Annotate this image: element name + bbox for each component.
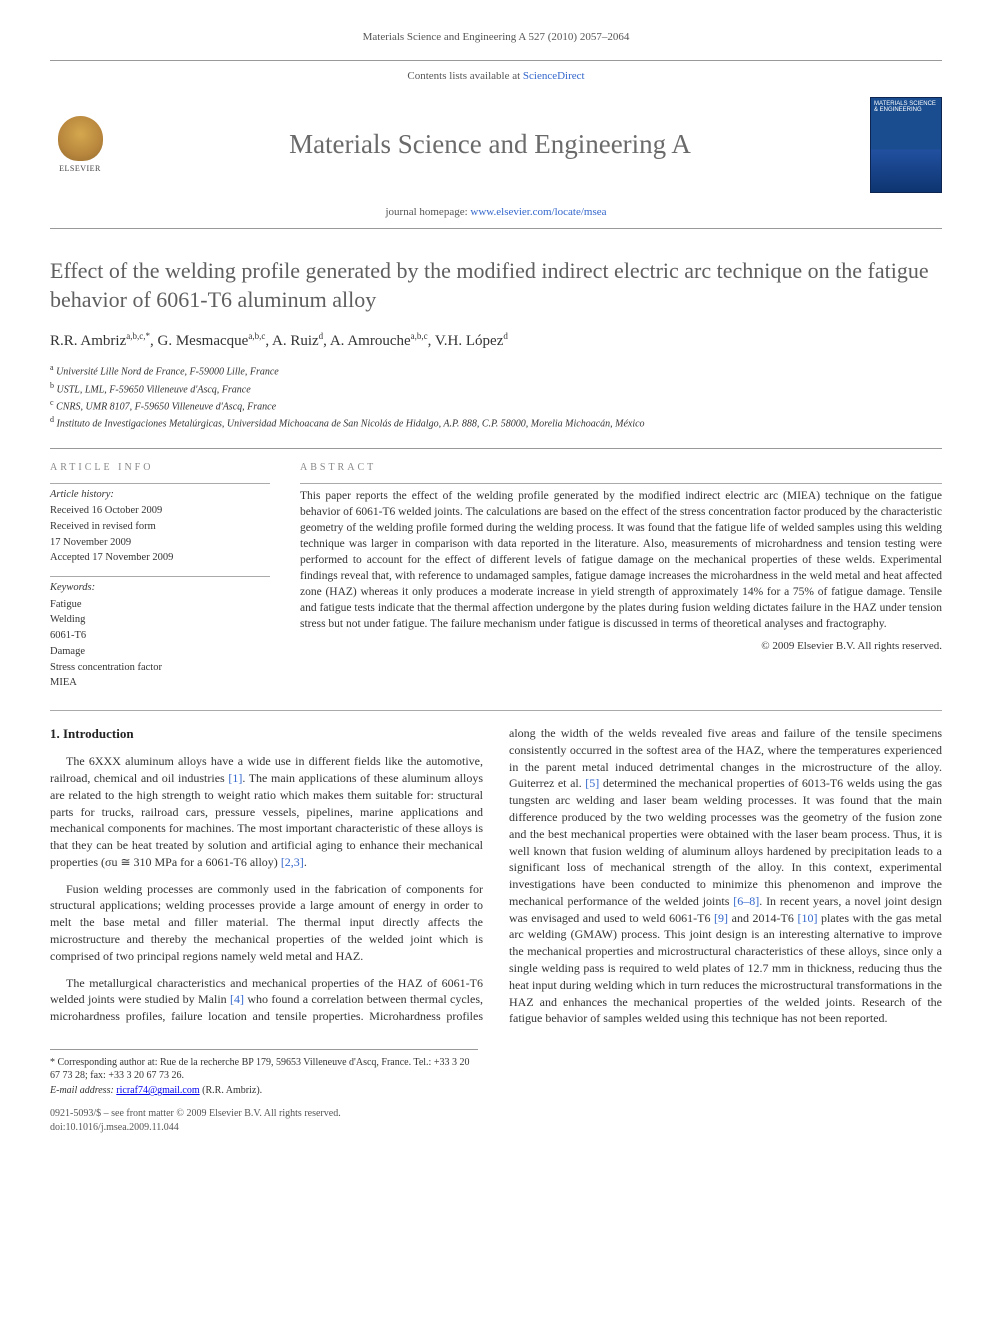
homepage-link[interactable]: www.elsevier.com/locate/msea bbox=[470, 206, 606, 218]
keyword-item: Fatigue bbox=[50, 598, 270, 613]
paragraph-1: The 6XXX aluminum alloys have a wide use… bbox=[50, 753, 483, 871]
contents-bar: Contents lists available at ScienceDirec… bbox=[50, 69, 942, 84]
corresponding-author-note: * Corresponding author at: Rue de la rec… bbox=[50, 1056, 478, 1082]
cover-title-text: MATERIALS SCIENCE & ENGINEERING bbox=[871, 98, 941, 117]
ref-link-9[interactable]: [9] bbox=[714, 911, 728, 925]
keyword-item: Stress concentration factor bbox=[50, 661, 270, 676]
p3-text-g: plates with the gas metal arc welding (G… bbox=[509, 911, 942, 1026]
history-item: Received in revised form bbox=[50, 520, 270, 535]
body-text: 1. Introduction The 6XXX aluminum alloys… bbox=[50, 725, 942, 1031]
keyword-item: MIEA bbox=[50, 676, 270, 691]
rule-masthead-bottom bbox=[50, 228, 942, 229]
footnotes: * Corresponding author at: Rue de la rec… bbox=[50, 1049, 478, 1097]
keywords-list: FatigueWelding6061-T6DamageStress concen… bbox=[50, 598, 270, 691]
email-link[interactable]: ricraf74@gmail.com bbox=[116, 1085, 199, 1096]
citation-line: Materials Science and Engineering A 527 … bbox=[50, 30, 942, 45]
email-suffix: (R.R. Ambriz). bbox=[200, 1085, 263, 1096]
abstract-rule bbox=[300, 483, 942, 484]
section-heading: 1. Introduction bbox=[50, 725, 483, 743]
section-number: 1. bbox=[50, 726, 60, 741]
article-info-header: ARTICLE INFO bbox=[50, 461, 270, 475]
contents-prefix: Contents lists available at bbox=[407, 70, 522, 82]
issn-line: 0921-5093/$ – see front matter © 2009 El… bbox=[50, 1107, 942, 1121]
rule-above-abstract bbox=[50, 448, 942, 449]
homepage-line: journal homepage: www.elsevier.com/locat… bbox=[50, 205, 942, 220]
masthead: ELSEVIER Materials Science and Engineeri… bbox=[50, 97, 942, 193]
abstract-text: This paper reports the effect of the wel… bbox=[300, 488, 942, 633]
ref-link-10[interactable]: [10] bbox=[797, 911, 817, 925]
elsevier-tree-icon bbox=[58, 116, 103, 161]
ref-link-1[interactable]: [1] bbox=[228, 771, 242, 785]
keywords-label: Keywords: bbox=[50, 581, 270, 596]
history-label: Article history: bbox=[50, 488, 270, 503]
abstract-header: ABSTRACT bbox=[300, 461, 942, 475]
info-abstract-row: ARTICLE INFO Article history: Received 1… bbox=[50, 461, 942, 692]
p3-text-f: and 2014-T6 bbox=[728, 911, 797, 925]
affiliation-item: b USTL, LML, F-59650 Villeneuve d'Ascq, … bbox=[50, 380, 942, 397]
sciencedirect-link[interactable]: ScienceDirect bbox=[523, 70, 585, 82]
article-title: Effect of the welding profile generated … bbox=[50, 257, 942, 314]
ref-link-4[interactable]: [4] bbox=[230, 992, 244, 1006]
history-item: 17 November 2009 bbox=[50, 536, 270, 551]
keyword-item: Welding bbox=[50, 613, 270, 628]
email-line: E-mail address: ricraf74@gmail.com (R.R.… bbox=[50, 1084, 478, 1097]
homepage-prefix: journal homepage: bbox=[385, 206, 470, 218]
ref-link-5[interactable]: [5] bbox=[585, 776, 599, 790]
affiliation-item: a Université Lille Nord de France, F-590… bbox=[50, 362, 942, 379]
p1-text-b: . The main applications of these aluminu… bbox=[50, 771, 483, 869]
keyword-item: 6061-T6 bbox=[50, 629, 270, 644]
ref-link-6-8[interactable]: [6–8] bbox=[733, 894, 759, 908]
p1-text-c: . bbox=[304, 855, 307, 869]
rule-top bbox=[50, 60, 942, 61]
history-item: Received 16 October 2009 bbox=[50, 504, 270, 519]
paragraph-2: Fusion welding processes are commonly us… bbox=[50, 881, 483, 965]
email-label: E-mail address: bbox=[50, 1085, 116, 1096]
abstract-copyright: © 2009 Elsevier B.V. All rights reserved… bbox=[300, 639, 942, 654]
rule-below-abstract bbox=[50, 710, 942, 711]
keyword-item: Damage bbox=[50, 645, 270, 660]
p3-text-d: determined the mechanical properties of … bbox=[509, 776, 942, 908]
journal-cover-thumbnail: MATERIALS SCIENCE & ENGINEERING bbox=[870, 97, 942, 193]
history-item: Accepted 17 November 2009 bbox=[50, 551, 270, 566]
footer-legal: 0921-5093/$ – see front matter © 2009 El… bbox=[50, 1107, 942, 1135]
abstract-column: ABSTRACT This paper reports the effect o… bbox=[300, 461, 942, 692]
affiliation-item: c CNRS, UMR 8107, F-59650 Villeneuve d'A… bbox=[50, 397, 942, 414]
elsevier-label: ELSEVIER bbox=[59, 163, 101, 174]
article-info-column: ARTICLE INFO Article history: Received 1… bbox=[50, 461, 270, 692]
elsevier-logo: ELSEVIER bbox=[50, 111, 110, 179]
info-rule-1 bbox=[50, 483, 270, 484]
affiliations: a Université Lille Nord de France, F-590… bbox=[50, 362, 942, 431]
history-list: Received 16 October 2009Received in revi… bbox=[50, 504, 270, 566]
doi-line: doi:10.1016/j.msea.2009.11.044 bbox=[50, 1121, 942, 1135]
journal-title: Materials Science and Engineering A bbox=[110, 126, 870, 164]
section-title: Introduction bbox=[63, 726, 134, 741]
ref-link-23[interactable]: [2,3] bbox=[281, 855, 304, 869]
affiliation-item: d Instituto de Investigaciones Metalúrgi… bbox=[50, 414, 942, 431]
authors-line: R.R. Ambriza,b,c,*, G. Mesmacquea,b,c, A… bbox=[50, 330, 942, 352]
info-rule-2 bbox=[50, 576, 270, 577]
